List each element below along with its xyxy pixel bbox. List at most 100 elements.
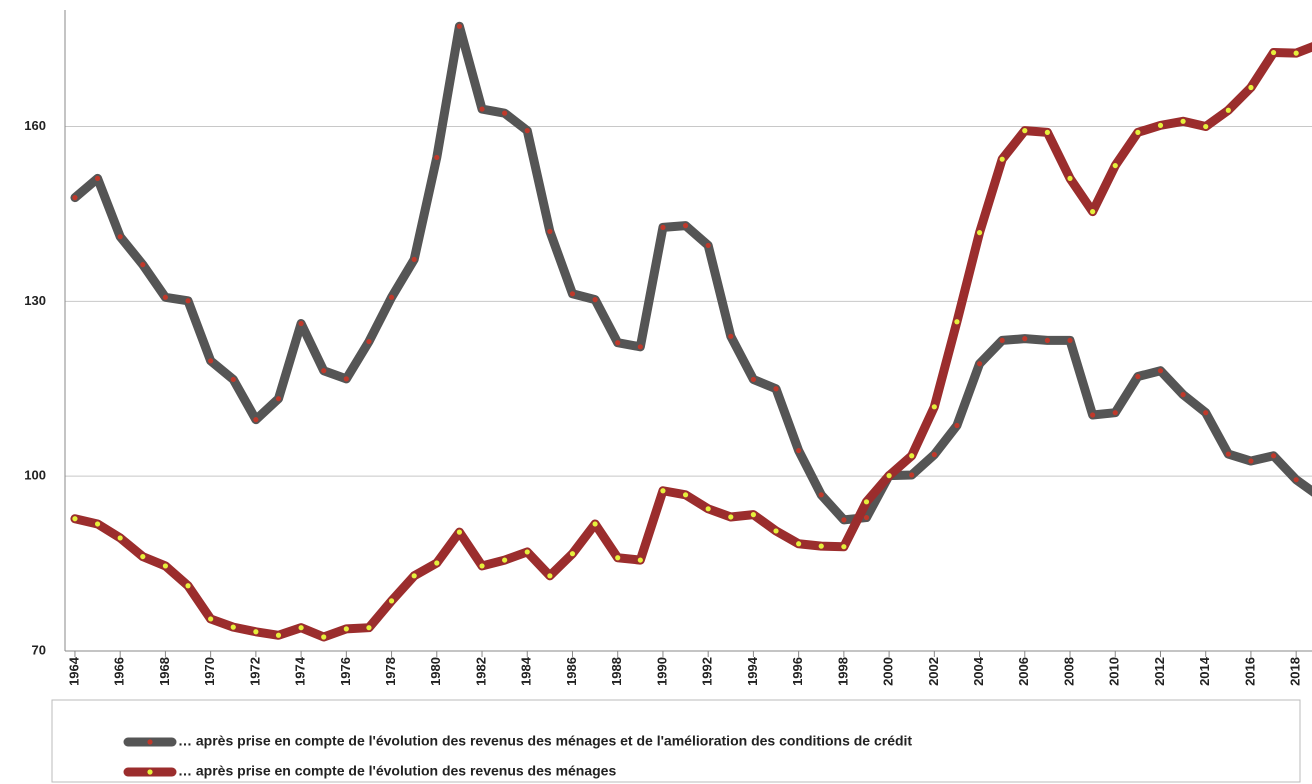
data-point [818,543,824,549]
data-point [275,632,282,638]
data-point [886,472,892,479]
data-point [931,452,937,458]
data-point [230,376,236,383]
x-tick-label: 2000 [881,657,896,686]
data-point [999,156,1005,162]
data-point [954,319,960,325]
x-tick-label: 1974 [293,656,308,686]
data-point [321,368,327,374]
data-point [660,224,666,230]
data-point [1022,128,1028,134]
data-point [547,228,553,235]
x-tick-label: 1994 [745,656,760,686]
data-point [954,422,960,429]
data-point [185,298,191,304]
data-point [1090,412,1096,418]
y-tick-label: 130 [24,293,46,308]
data-point [796,541,802,547]
y-tick-label: 70 [32,642,46,657]
x-tick-label: 1996 [790,657,805,686]
data-point [434,560,440,566]
legend-label: … après prise en compte de l'évolution d… [178,763,616,779]
data-point [615,555,621,561]
data-point [343,376,349,382]
x-tick-label: 1970 [202,657,217,686]
data-point [253,629,259,635]
data-point [796,447,802,454]
data-point [162,294,169,300]
data-point [728,333,734,339]
data-point [592,297,598,303]
data-point [1225,451,1231,457]
data-point [1248,458,1254,464]
data-point [524,128,530,134]
data-point [773,528,779,534]
x-tick-label: 1966 [112,657,127,686]
data-point [366,338,372,345]
data-point [682,492,689,498]
legend-marker [147,769,153,775]
data-point [1067,337,1073,344]
x-tick-label: 1998 [835,657,850,686]
data-point [999,337,1005,344]
data-point [94,175,101,182]
data-point [569,551,576,557]
data-point [1044,129,1051,135]
data-point [1022,336,1028,342]
data-point [909,472,915,478]
data-point [411,256,417,263]
data-point [863,514,870,521]
data-point [660,488,666,494]
x-tick-label: 1986 [564,657,579,686]
data-point [976,361,983,367]
data-point [94,521,101,527]
x-tick-label: 1980 [428,657,443,686]
x-tick-label: 1990 [654,657,669,686]
data-point [502,557,508,563]
data-point [434,154,440,161]
data-point [230,624,236,630]
data-point [72,516,78,522]
series-line [70,42,1312,642]
data-point [1112,162,1118,169]
data-point [1112,410,1118,416]
x-tick-label: 1992 [700,657,715,686]
data-point [479,106,485,112]
data-point [909,453,915,459]
data-point [1135,373,1141,380]
data-point [1157,368,1164,374]
data-point [1225,107,1231,113]
data-point [1044,337,1051,344]
x-tick-label: 1984 [519,656,534,686]
data-point [185,583,191,589]
data-point [72,195,78,201]
data-point [524,549,530,555]
data-point [1203,123,1209,130]
data-point [1157,122,1164,128]
series-line [70,21,1312,525]
data-point [773,386,779,392]
data-point [117,535,123,541]
data-point [321,634,327,640]
data-point [637,344,643,350]
data-point [1090,209,1096,215]
x-tick-label: 1978 [383,657,398,686]
data-point [208,358,214,364]
data-point [592,521,598,527]
data-point [1248,84,1254,91]
data-point [1270,453,1277,459]
data-point [569,291,576,297]
data-point [388,598,395,604]
data-point [841,517,847,523]
x-tick-label: 1968 [157,657,172,686]
data-point [502,110,508,116]
data-point [1293,50,1299,56]
data-point [750,512,757,518]
data-point [1293,477,1299,483]
data-point [140,553,146,560]
data-point [705,242,711,249]
data-point [976,230,983,236]
x-tick-label: 1988 [609,657,624,686]
